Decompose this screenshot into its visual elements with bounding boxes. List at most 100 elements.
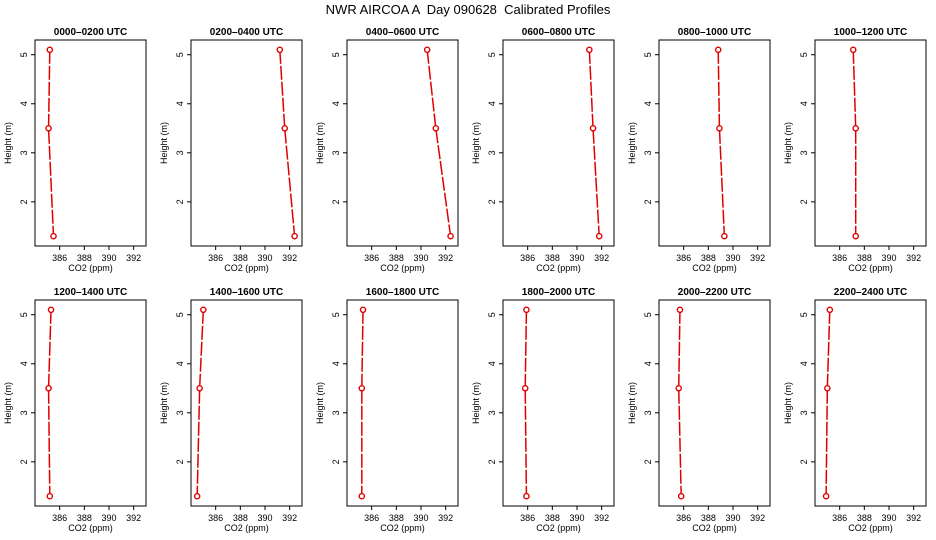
x-tick-label: 392: [906, 253, 921, 263]
panel-title: 1800–2000 UTC: [522, 287, 595, 298]
y-tick-label: 4: [19, 361, 29, 366]
plot-frame: [346, 39, 459, 247]
y-tick-label: 4: [643, 101, 653, 106]
data-point: [595, 232, 603, 240]
plot-frame: [814, 299, 927, 507]
data-point: [447, 232, 454, 240]
plot-frame: [346, 299, 459, 507]
x-tick-label: 390: [257, 253, 272, 263]
y-axis-label: Height (m): [159, 122, 169, 164]
x-tick-label: 390: [725, 513, 740, 523]
x-tick-label: 390: [101, 513, 116, 523]
x-tick-label: 390: [569, 513, 584, 523]
x-axis-label: CO2 (ppm): [692, 263, 737, 273]
y-tick-label: 4: [175, 361, 185, 366]
x-tick-label: 388: [701, 513, 716, 523]
x-axis-label: CO2 (ppm): [536, 263, 581, 273]
x-axis-label: CO2 (ppm): [692, 523, 737, 533]
y-axis-label: Height (m): [3, 382, 13, 424]
x-tick-label: 388: [857, 513, 872, 523]
y-tick-label: 5: [331, 52, 341, 57]
panel-title: 1600–1800 UTC: [366, 287, 439, 298]
y-tick-label: 3: [799, 410, 809, 415]
x-tick-label: 392: [750, 513, 765, 523]
y-tick-label: 3: [643, 150, 653, 155]
x-tick-label: 390: [725, 253, 740, 263]
x-tick-label: 388: [77, 513, 92, 523]
data-point: [822, 492, 830, 500]
data-point: [824, 384, 831, 392]
chart-panel: 1200–1400 UTC 386 388 390 392 2 3 4 5 CO2 (ppm) He…: [3, 287, 147, 533]
chart-panel: 1000–1200 UTC 386 388 390 392 2 3 4 5 CO2 (ppm) He…: [783, 27, 927, 273]
profile-line: [47, 49, 55, 237]
y-axis-label: Height (m): [627, 122, 637, 164]
x-tick-label: 388: [857, 253, 872, 263]
x-axis-label: CO2 (ppm): [536, 523, 581, 533]
data-point: [359, 306, 367, 314]
profile-line: [47, 309, 52, 497]
chart-panel: 1400–1600 UTC 386 388 390 392 2 3 4 5 CO2 (ppm) He…: [159, 287, 303, 533]
y-tick-label: 4: [331, 361, 341, 366]
data-point: [196, 384, 203, 392]
profile-line: [852, 49, 857, 237]
data-point: [423, 46, 431, 54]
panel-title: 0400–0600 UTC: [366, 27, 439, 38]
x-tick-label: 390: [569, 253, 584, 263]
y-axis-label: Height (m): [783, 122, 793, 164]
x-tick-label: 392: [126, 253, 141, 263]
x-tick-label: 392: [126, 513, 141, 523]
data-point: [675, 384, 683, 392]
y-tick-label: 5: [487, 312, 497, 317]
chart-panel: 0600–0800 UTC 386 388 390 392 2 3 4 5 CO2 (ppm) He…: [471, 27, 615, 273]
y-tick-label: 4: [487, 101, 497, 106]
data-point: [826, 306, 834, 314]
x-tick-label: 392: [906, 513, 921, 523]
data-point: [276, 46, 284, 54]
data-point: [849, 46, 857, 54]
x-tick-label: 392: [750, 253, 765, 263]
x-tick-label: 388: [77, 253, 92, 263]
plot-frame: [814, 39, 927, 247]
y-tick-label: 5: [19, 312, 29, 317]
data-point: [676, 306, 684, 314]
y-tick-label: 2: [643, 459, 653, 464]
x-axis-label: CO2 (ppm): [848, 263, 893, 273]
profile-line: [825, 309, 831, 497]
y-tick-label: 5: [643, 52, 653, 57]
profile-line: [196, 309, 205, 497]
panel-title: 0000–0200 UTC: [54, 27, 127, 38]
x-axis-label: CO2 (ppm): [380, 523, 425, 533]
data-point: [589, 124, 597, 132]
data-point: [716, 124, 723, 132]
plot-frame: [190, 39, 303, 247]
y-tick-label: 5: [487, 52, 497, 57]
profile-line: [361, 309, 364, 497]
chart-panel: 0200–0400 UTC 386 388 390 392 2 3 4 5 CO2 (ppm) He…: [159, 27, 303, 273]
x-tick-label: 386: [364, 513, 379, 523]
y-tick-label: 3: [331, 150, 341, 155]
data-point: [677, 492, 685, 500]
data-point: [521, 384, 529, 392]
profile-line: [524, 309, 528, 497]
x-tick-label: 390: [881, 513, 896, 523]
y-tick-label: 2: [175, 199, 185, 204]
y-axis-label: Height (m): [471, 382, 481, 424]
x-tick-label: 386: [52, 253, 67, 263]
x-tick-label: 388: [389, 253, 404, 263]
x-tick-label: 386: [676, 253, 691, 263]
data-point: [852, 124, 860, 132]
panel-title: 0200–0400 UTC: [210, 27, 283, 38]
x-axis-label: CO2 (ppm): [68, 263, 113, 273]
plot-frame: [34, 39, 147, 247]
data-point: [45, 384, 52, 392]
y-tick-label: 5: [19, 52, 29, 57]
x-tick-label: 388: [389, 513, 404, 523]
x-tick-label: 386: [520, 253, 535, 263]
x-tick-label: 388: [701, 253, 716, 263]
x-axis-label: CO2 (ppm): [380, 263, 425, 273]
y-tick-label: 3: [643, 410, 653, 415]
y-tick-label: 4: [487, 361, 497, 366]
y-tick-label: 3: [487, 150, 497, 155]
